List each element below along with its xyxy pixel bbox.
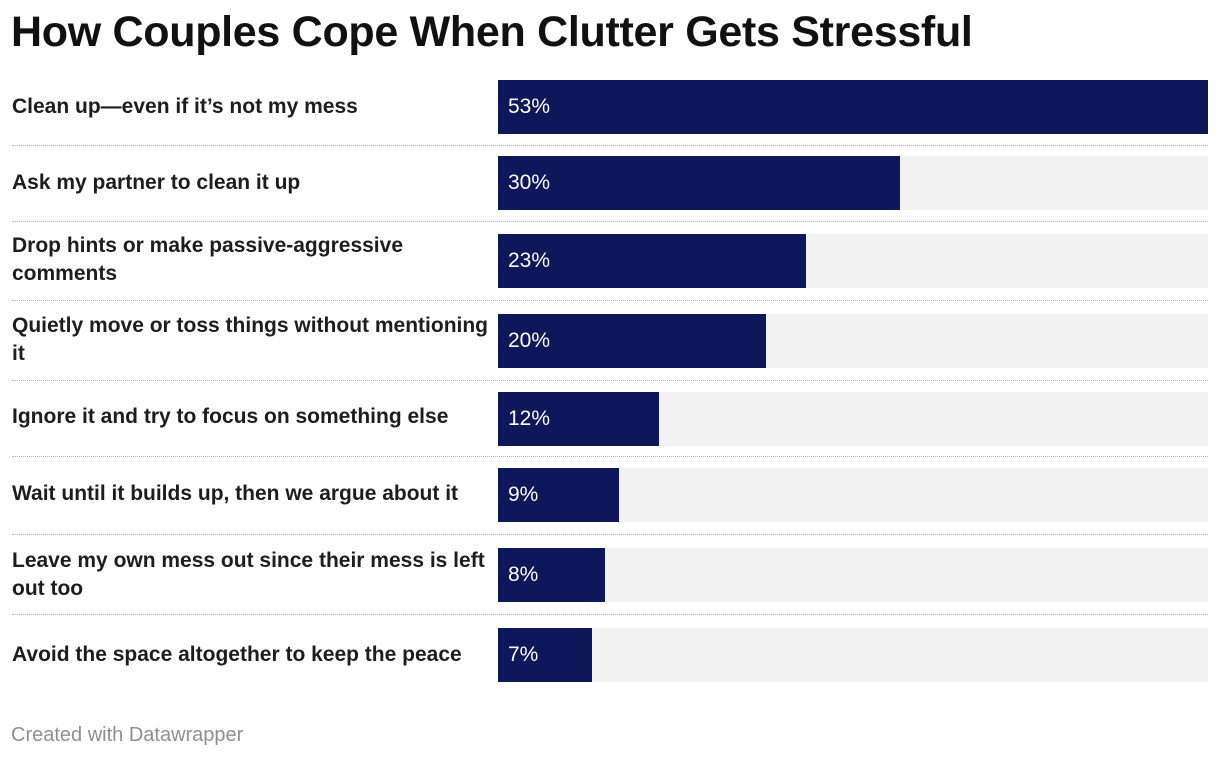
bar [498, 392, 659, 446]
bar [498, 156, 900, 210]
row-divider [12, 300, 1208, 301]
bar [498, 548, 605, 602]
data-label: 8% [508, 563, 539, 586]
bar-track: 20% [498, 314, 1208, 368]
data-label: 9% [508, 483, 539, 506]
bar-track: 23% [498, 234, 1208, 288]
category-label: Clean up—even if it’s not my mess [12, 95, 358, 118]
category-label: Drop hints or make passive-aggressive co… [12, 234, 403, 285]
data-label: 23% [508, 249, 551, 272]
chart-title: How Couples Cope When Clutter Gets Stres… [11, 8, 973, 56]
row-divider [12, 221, 1208, 222]
row-divider [12, 145, 1208, 146]
bar-track: 12% [498, 392, 1208, 446]
bar [498, 234, 806, 288]
bar-track: 30% [498, 156, 1208, 210]
bar [498, 80, 1208, 134]
data-label: 12% [508, 407, 551, 430]
row-divider [12, 380, 1208, 381]
data-label: 53% [508, 95, 551, 118]
row-divider [12, 534, 1208, 535]
row-divider [12, 456, 1208, 457]
category-label: Leave my own mess out since their mess i… [12, 549, 485, 600]
category-label: Ask my partner to clean it up [12, 171, 301, 194]
bar [498, 314, 766, 368]
data-label: 20% [508, 329, 551, 352]
bar-track: 53% [498, 80, 1208, 134]
bar [498, 468, 619, 522]
category-label: Ignore it and try to focus on something … [12, 405, 449, 428]
category-label: Quietly move or toss things without ment… [12, 314, 489, 365]
category-label: Avoid the space altogether to keep the p… [12, 643, 462, 666]
footer-credit: Created with Datawrapper [11, 724, 244, 746]
data-label: 30% [508, 171, 551, 194]
row-divider [12, 614, 1208, 615]
data-label: 7% [508, 643, 539, 666]
category-label: Wait until it builds up, then we argue a… [12, 482, 459, 505]
bar-track: 8% [498, 548, 1208, 602]
bar-track: 9% [498, 468, 1208, 522]
bar-track: 7% [498, 628, 1208, 682]
bar [498, 628, 592, 682]
